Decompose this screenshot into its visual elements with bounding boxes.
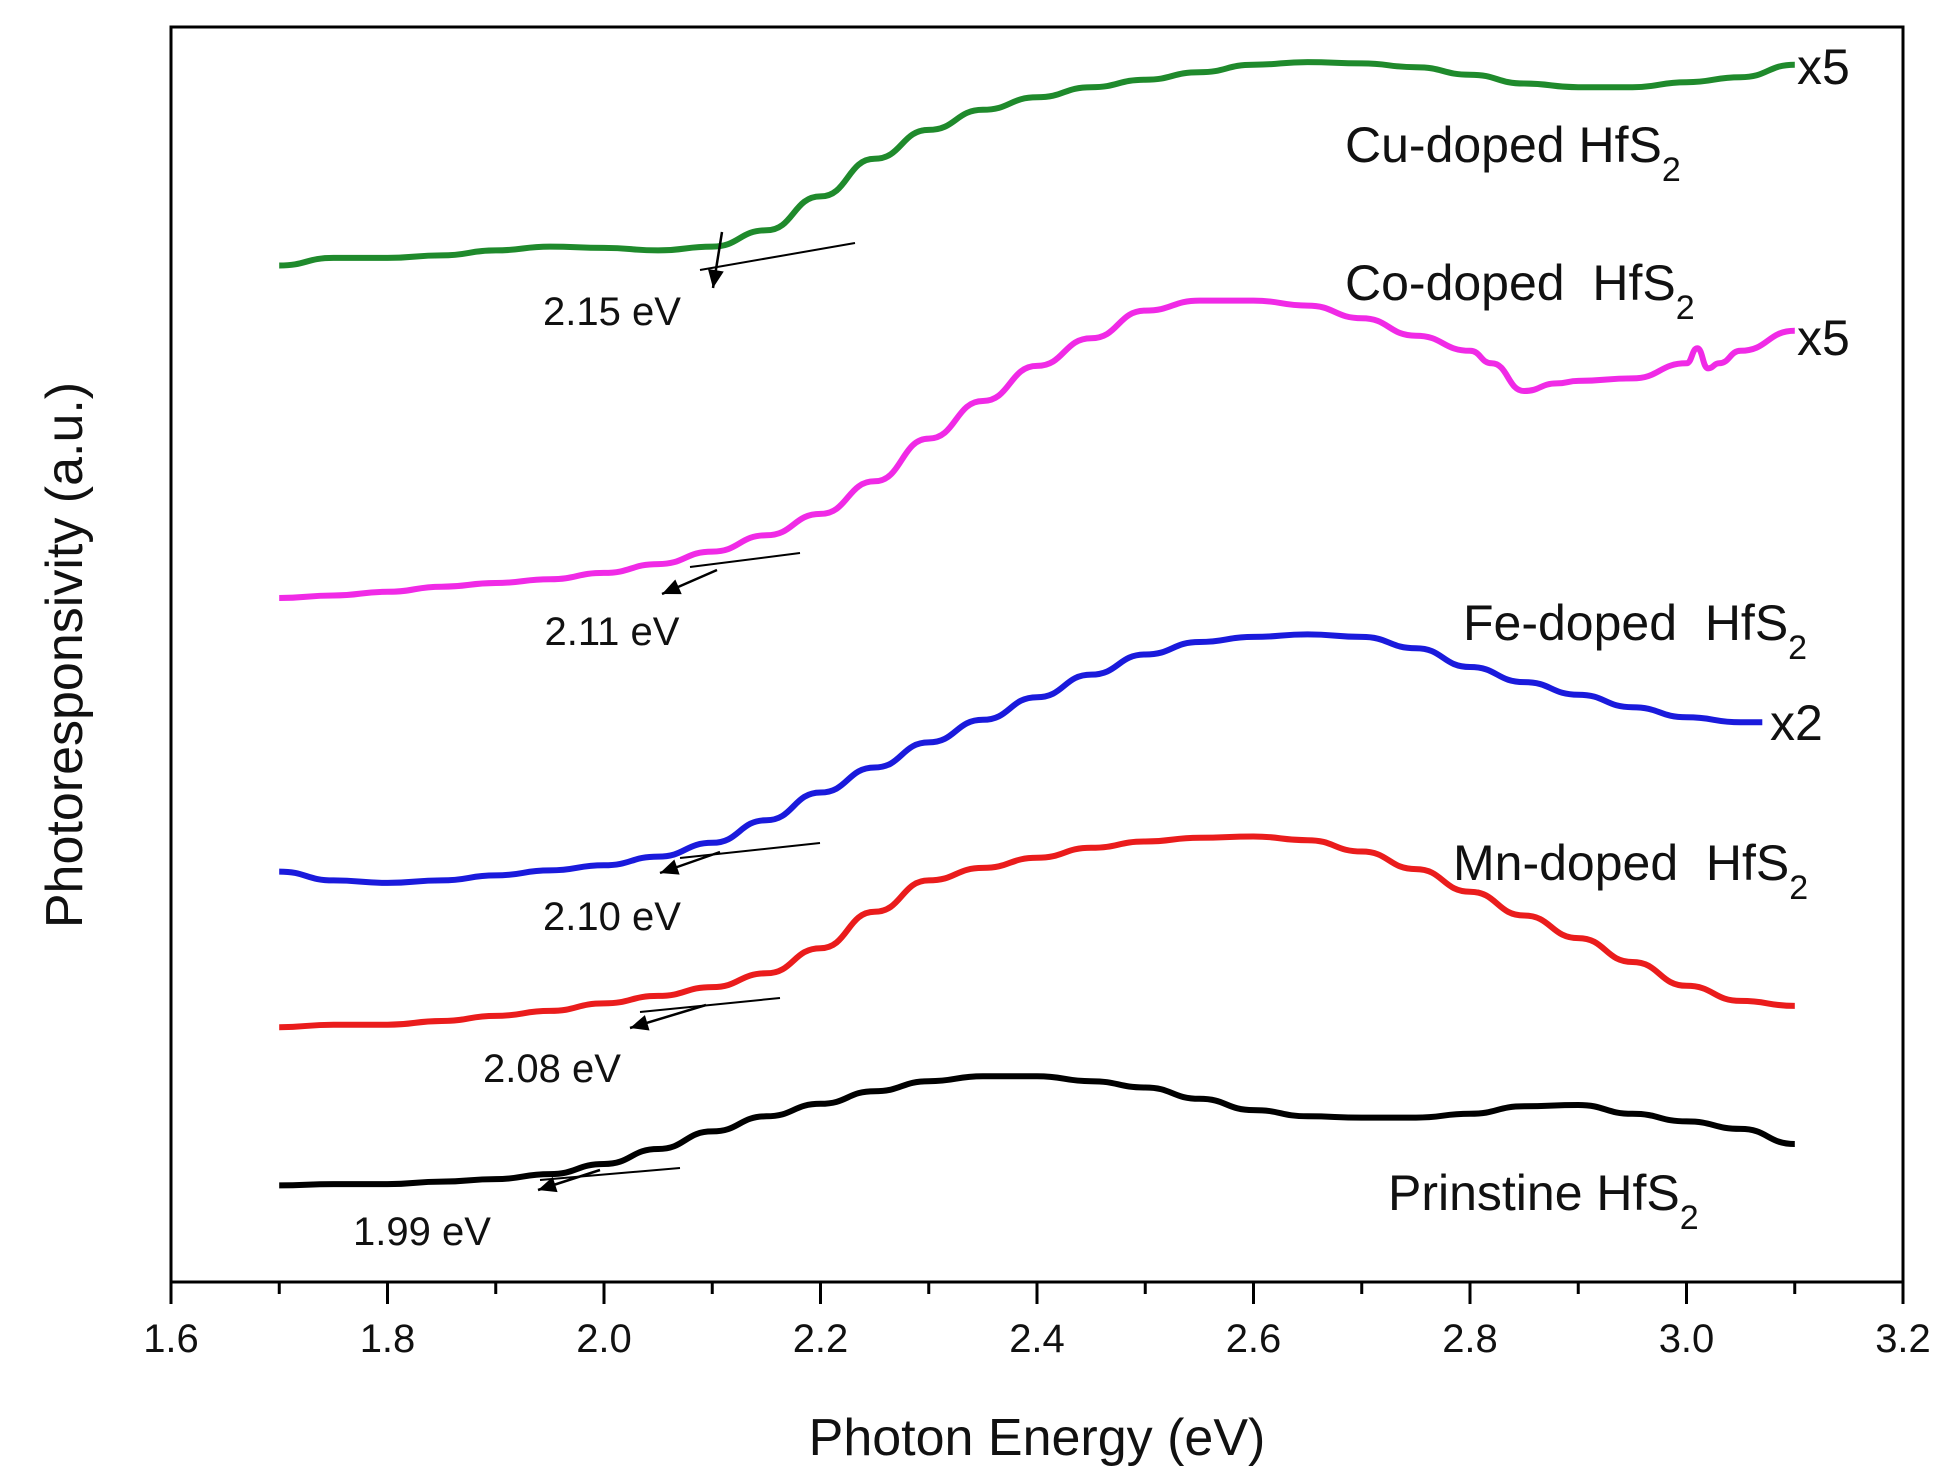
x-tick-label: 3.0	[1659, 1317, 1715, 1361]
onset-label: 2.10 eV	[543, 895, 681, 939]
series-name: Prinstine HfS2	[1388, 1165, 1699, 1237]
scale-factor-label: x5	[1797, 310, 1850, 366]
x-axis-ticks	[169, 1282, 1905, 1304]
x-tick-label: 3.2	[1875, 1317, 1931, 1361]
series-name: Co-doped HfS2	[1345, 255, 1695, 327]
onset-tangent-line	[689, 552, 801, 568]
onset-arrowhead	[707, 268, 724, 288]
series-line	[279, 59, 1795, 269]
onset-tangent-line	[699, 242, 856, 271]
series-line	[279, 833, 1795, 1031]
onset-arrowhead	[662, 579, 682, 595]
x-tick-label: 2.0	[576, 1317, 632, 1361]
onset-label: 1.99 eV	[353, 1210, 491, 1254]
onset-tangent-line	[639, 997, 781, 1013]
onset-arrowhead	[538, 1176, 558, 1193]
series-labels-layer: 2.15 eV Cu-doped HfS2 x5 2.11 eV Co-doped Hf…	[353, 39, 1850, 1254]
series-name: Fe-doped HfS2	[1463, 595, 1807, 667]
onset-arrowhead	[630, 1015, 650, 1031]
series-layer	[279, 59, 1795, 1193]
plot-frame	[169, 25, 1905, 1284]
y-axis-title: Photoresponsivity (a.u.)	[36, 382, 94, 928]
x-tick-label: 2.4	[1009, 1317, 1065, 1361]
x-axis-title: Photon Energy (eV)	[809, 1409, 1266, 1467]
x-tick-label: 2.6	[1226, 1317, 1282, 1361]
onset-tangent-line	[539, 1167, 681, 1181]
onset-label: 2.08 eV	[483, 1047, 621, 1091]
series-line	[279, 297, 1795, 601]
series-line	[279, 631, 1763, 886]
x-axis-tick-labels: 1.6 1.8 2.0 2.2 2.4 2.6 2.8 3.0 3.2	[143, 1317, 1931, 1361]
onset-label: 2.11 eV	[545, 610, 680, 654]
series-name: Mn-doped HfS2	[1453, 835, 1808, 907]
x-tick-label: 1.8	[360, 1317, 416, 1361]
onset-tangent-line	[679, 842, 821, 859]
onset-arrowhead	[660, 859, 680, 875]
x-tick-label: 2.8	[1442, 1317, 1498, 1361]
x-tick-label: 1.6	[143, 1317, 199, 1361]
scale-factor-label: x2	[1770, 695, 1823, 751]
series-name: Cu-doped HfS2	[1345, 117, 1681, 189]
x-tick-label: 2.2	[793, 1317, 849, 1361]
scale-factor-label: x5	[1797, 39, 1850, 95]
onset-label: 2.15 eV	[543, 290, 681, 334]
series-line	[279, 1073, 1795, 1189]
